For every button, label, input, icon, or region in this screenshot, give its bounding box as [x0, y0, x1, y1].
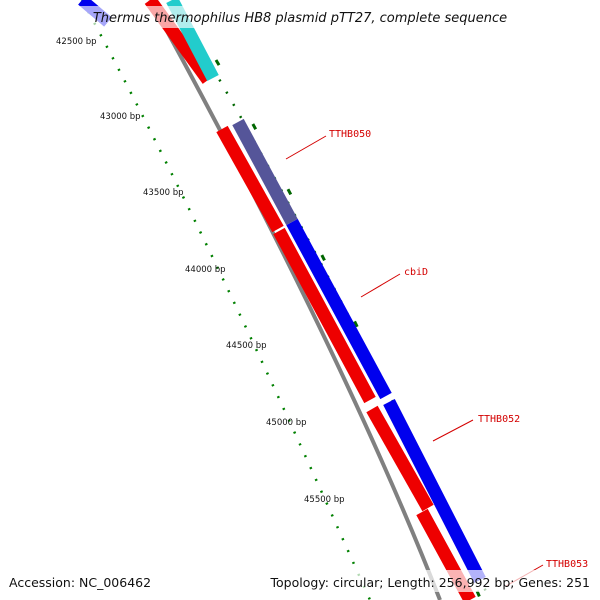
cds-block [286, 218, 392, 400]
gene-label-tthb053[interactable]: TTHB053 [546, 559, 588, 570]
leader-line [432, 419, 474, 442]
cds-block [366, 405, 434, 512]
gene-label-cbid[interactable]: cbiD [404, 267, 428, 278]
scale-ticks: 42500 bp 43000 bp 43500 bp 44000 bp 4450… [56, 37, 345, 505]
tick-label: 43000 bp [100, 112, 141, 122]
overlap-region [232, 118, 298, 226]
leader-line [285, 135, 327, 160]
tick-label: 44000 bp [185, 265, 226, 275]
leader-line [360, 273, 401, 298]
tick-label: 45500 bp [304, 495, 345, 505]
gene-leader-lines [285, 135, 544, 587]
gene-label-tthb052[interactable]: TTHB052 [478, 414, 520, 425]
sequence-backbone [148, 0, 442, 600]
accession-text: Accession: NC_006462 [9, 575, 152, 590]
cds-block [273, 227, 376, 404]
map-title: Thermus thermophilus HB8 plasmid pTT27, … [93, 11, 507, 26]
cds-block [216, 125, 284, 233]
gene-labels: TTHB050 cbiD TTHB052 TTHB053 [329, 129, 588, 570]
tick-label: 42500 bp [56, 37, 97, 47]
title-backdrop [80, 6, 520, 28]
tick-label: 45000 bp [266, 418, 307, 428]
reverse-strand-cds [144, 0, 476, 600]
cds-block [383, 399, 486, 583]
genome-summary-text: Topology: circular; Length: 256,992 bp; … [270, 575, 591, 590]
gene-label-tthb050[interactable]: TTHB050 [329, 129, 371, 140]
tick-label: 43500 bp [143, 188, 184, 198]
tick-label: 44500 bp [226, 341, 267, 351]
footer-backdrop [280, 570, 596, 592]
